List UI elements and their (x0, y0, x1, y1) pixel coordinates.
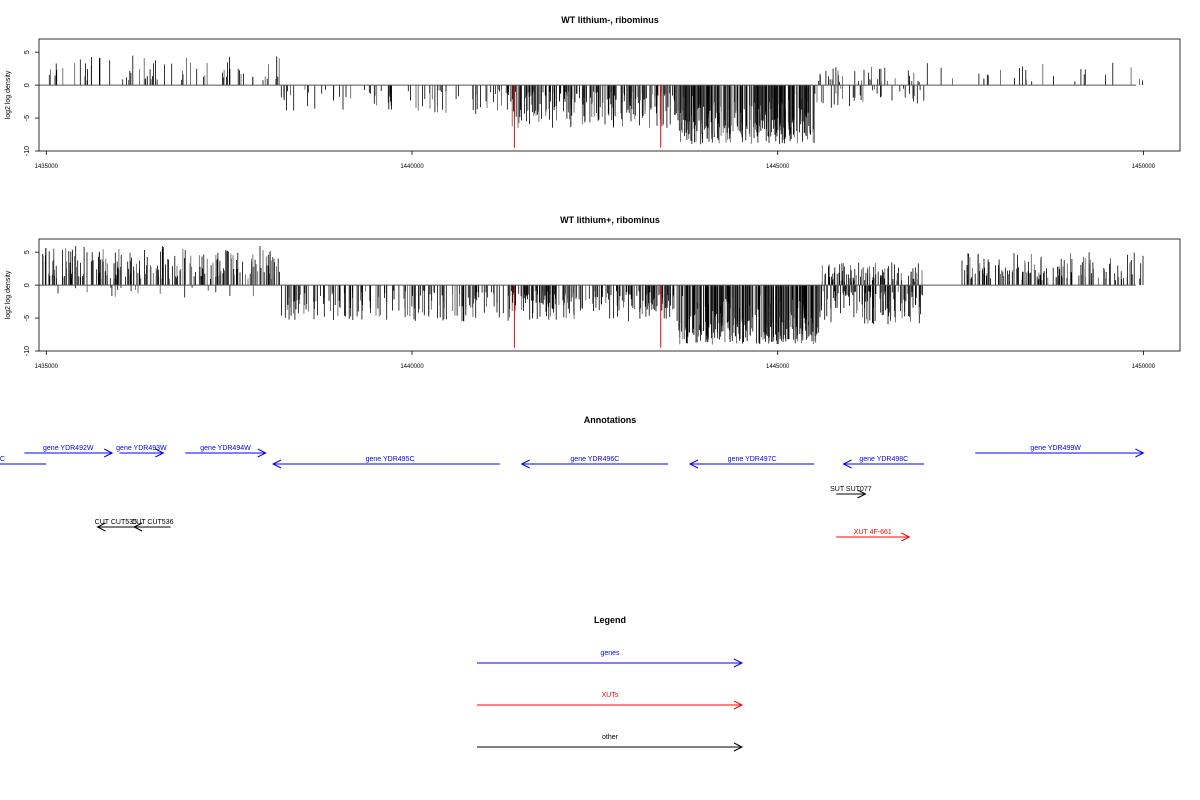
y-tick-label: -10 (24, 346, 31, 356)
feature-label: gene YDR492W (43, 445, 94, 452)
y-tick-label: -5 (24, 315, 31, 321)
feature-arrow-head (257, 448, 267, 458)
legend-items: genes XUTs other (477, 650, 744, 752)
panel-1-bars (39, 55, 1143, 148)
feature-label: CUT CUT535 (95, 519, 137, 526)
feature-label: gene YDR494W (200, 445, 251, 452)
feature-arrow-head (96, 522, 106, 532)
feature-label: gene YDR498C (859, 456, 908, 463)
panel-2-bars (39, 246, 1144, 348)
feature-label: gene YDR499W (1030, 445, 1081, 452)
legend-section: Legend genes XUTs other (477, 615, 744, 752)
x-tick-label: 1435000 (35, 164, 59, 170)
legend-arrow-head (733, 658, 744, 668)
x-tick-label: 1445000 (766, 364, 790, 370)
panel-2-axes: 1435000 1440000 1445000 1450000 -10 -5 0 5 (24, 250, 1156, 370)
feature-arrow-head (132, 522, 143, 532)
y-tick-label: -5 (24, 115, 31, 121)
y-tick-label: 0 (24, 83, 31, 87)
feature-label: gene YDR497C (728, 456, 777, 463)
legend-title: Legend (594, 615, 626, 625)
feature-label: gene YDR496C (570, 456, 619, 463)
feature-arrow-head (857, 489, 867, 499)
panel-2: WT lithium+, ribominus 1435000 1440000 144… (5, 215, 1181, 370)
feature-arrow-head (1135, 448, 1145, 458)
y-tick-label: 5 (24, 50, 31, 54)
feature-label: gene YDR493W (116, 445, 167, 452)
panel-1-axes: 1435000 1440000 1445000 1450000 -10 -5 0 5 (24, 50, 1156, 170)
x-tick-label: 1450000 (1132, 164, 1156, 170)
panel-1-title: WT lithium-, ribominus (561, 15, 659, 25)
y-tick-label: 5 (24, 250, 31, 254)
feature-arrow-head (688, 459, 699, 469)
x-tick-label: 1435000 (35, 364, 59, 370)
x-tick-label: 1440000 (400, 164, 424, 170)
panel-2-title: WT lithium+, ribominus (560, 215, 660, 225)
legend-arrow-head (733, 700, 744, 710)
feature-label: gene YDR491C (0, 456, 5, 463)
feature-label: CUT CUT536 (131, 519, 173, 526)
feature-label: SUT SUT077 (830, 486, 872, 493)
y-tick-label: -10 (24, 146, 31, 156)
annotation-features: gene YDR491C gene YDR492W gene YDR493W gene… (0, 445, 1145, 542)
feature-arrow-head (901, 532, 911, 542)
feature-arrow-head (103, 448, 114, 458)
legend-label-genes: genes (600, 650, 620, 657)
panel-1: WT lithium-, ribominus 1435000 1440000 144… (5, 15, 1181, 170)
feature-arrow-head (520, 459, 530, 469)
x-tick-label: 1445000 (766, 164, 790, 170)
x-tick-label: 1450000 (1132, 364, 1156, 370)
panel-1-frame (38, 38, 1181, 152)
legend-arrow-head (733, 742, 744, 752)
annotations-section: Annotations gene YDR491Cgene YDR492Wgene… (0, 415, 1145, 542)
feature-arrow-head (842, 459, 852, 469)
y-tick-label: 0 (24, 283, 31, 287)
panel-1-ylabel: log2 log density (5, 70, 12, 119)
legend-label-xuts: XUTs (602, 692, 619, 699)
feature-arrow-head (271, 459, 282, 469)
feature-arrow-head (155, 448, 165, 458)
panel-2-frame (38, 238, 1181, 352)
legend-label-other: other (602, 734, 619, 741)
annotations-title: Annotations (584, 415, 637, 425)
panel-2-ylabel: log2 log density (5, 270, 12, 319)
x-tick-label: 1440000 (400, 364, 424, 370)
feature-label: XUT 4F-661 (854, 529, 892, 536)
feature-label: gene YDR495C (366, 456, 415, 463)
